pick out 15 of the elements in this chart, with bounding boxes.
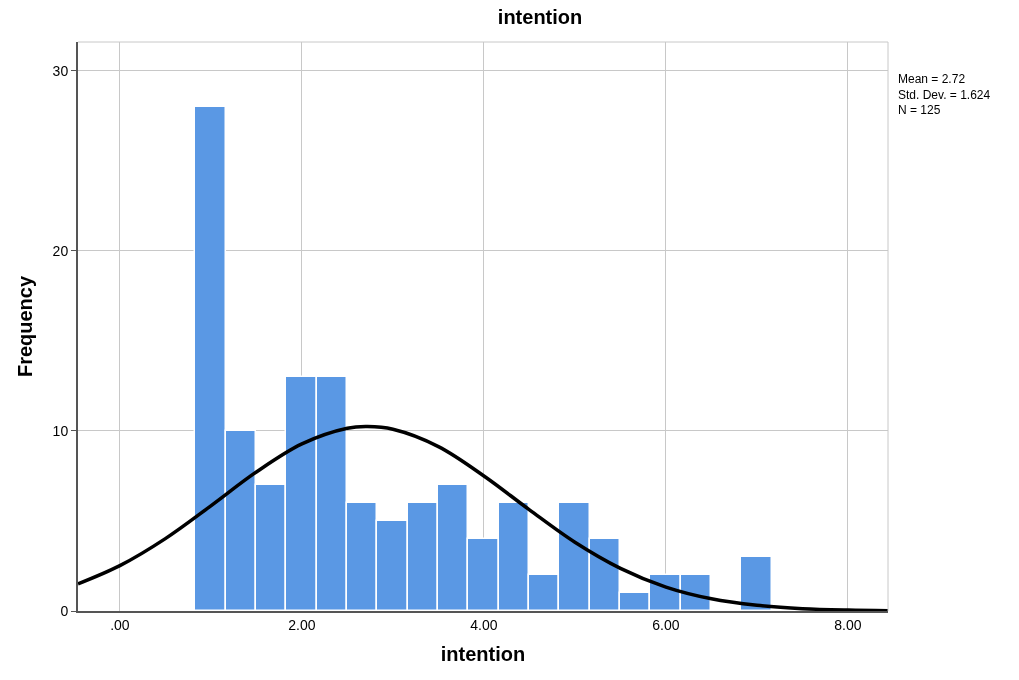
y-tick-label: 10 [52, 422, 69, 439]
y-tick-label: 20 [52, 242, 69, 259]
x-axis-title: intention [440, 642, 526, 665]
x-tick-label: 4.00 [470, 616, 498, 633]
text: Mean = 2.72 [898, 72, 966, 86]
x-tick-label: 6.00 [652, 616, 680, 633]
text: N = 125 [898, 103, 941, 118]
x-tick-label: 2.00 [288, 616, 316, 633]
y-axis-title: Frequency [13, 275, 36, 378]
chart-title: intention [497, 6, 583, 29]
y-tick-label: 0 [60, 602, 69, 619]
text: Std. Dev. = 1.624 [898, 87, 991, 102]
x-tick-label: .00 [110, 616, 130, 633]
x-tick-label: 8.00 [834, 616, 862, 633]
y-tick-label: 30 [52, 62, 69, 79]
